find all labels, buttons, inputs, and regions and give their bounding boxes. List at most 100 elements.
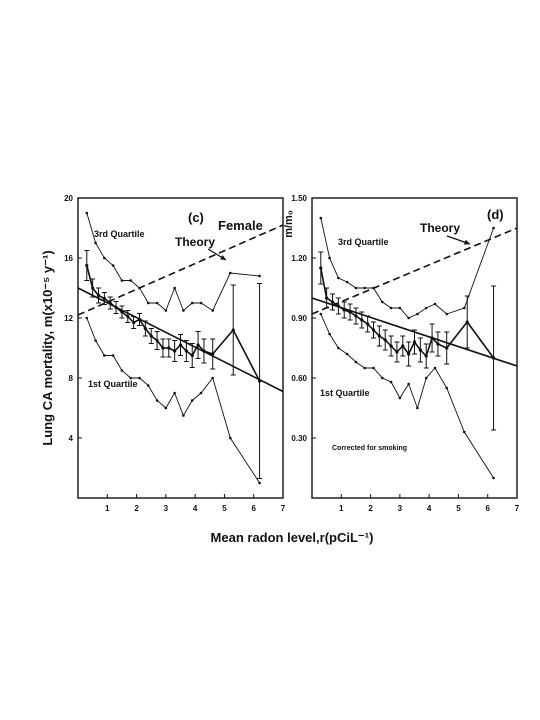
panel-c-upper-quartile-point xyxy=(85,211,89,215)
panel-c-mean-point xyxy=(91,286,95,290)
panel-d-upper-quartile-point xyxy=(345,280,349,284)
panel-d-mean-point xyxy=(389,344,393,348)
panel-d-theory-line xyxy=(312,227,517,315)
panel-d-theory-arrow xyxy=(446,235,471,245)
panel-d-lower-quartile-point xyxy=(492,476,495,480)
panel-d-y-tick-label: 0.30 xyxy=(291,434,307,443)
panel-d-y-axis-label: m/m₀ xyxy=(283,210,295,238)
panel-c-mean-point xyxy=(178,343,183,347)
panel-c-mean-point xyxy=(143,326,147,331)
panel-d-lower-quartile-point xyxy=(433,366,437,370)
panel-d-lower-quartile-point xyxy=(424,376,428,380)
panel-d-lower-quartile-point xyxy=(345,352,349,356)
panel-d-upper-quartile-point xyxy=(416,312,419,316)
panel-c-lower-quartile-point xyxy=(190,399,194,402)
panel-c-upper-quartile-point xyxy=(164,309,168,312)
panel-c-upper-quartile-label: 3rd Quartile xyxy=(94,229,145,239)
panel-c-lower-quartile-point xyxy=(85,316,89,320)
panel-c-lower-quartile-point xyxy=(155,399,159,402)
panel-c-mean-point xyxy=(155,338,159,343)
panel-d-lower-quartile-point xyxy=(389,380,393,384)
panel-c-mean-point xyxy=(96,293,101,298)
panel-c-fit-line xyxy=(78,287,283,393)
panel-d-lower-quartile-point xyxy=(363,366,367,370)
panel-d-mean-point xyxy=(465,320,469,324)
panel-c-upper-quartile-point xyxy=(120,279,124,282)
panel-c-tag: (c) xyxy=(188,210,204,225)
panel-d-y-tick-label: 0.90 xyxy=(291,314,307,323)
panel-d-upper-quartile-point xyxy=(462,306,466,310)
panel-d-lower-quartile-point xyxy=(380,376,384,380)
panel-c-upper-quartile-point xyxy=(211,309,215,312)
panel-c-lower-quartile-point xyxy=(103,354,106,357)
panel-c-x-tick-label: 5 xyxy=(222,504,227,513)
panel-d-lower-quartile-point xyxy=(407,382,410,386)
panel-c-y-axis-label: Lung CA mortality, m(x10⁻⁵ y⁻¹) xyxy=(40,250,55,445)
panel-d-mean-point xyxy=(407,352,411,356)
panel-d-upper-quartile-point xyxy=(337,276,340,280)
panel-c-lower-quartile-point xyxy=(182,414,185,417)
panel-d-upper-quartile-point xyxy=(433,302,437,306)
panel-d-lower-quartile-point xyxy=(328,332,331,336)
panel-c-y-tick-label: 12 xyxy=(64,314,73,323)
panel-c-frame xyxy=(77,197,284,499)
panel-c-mean-point xyxy=(173,349,177,353)
panel-d-ticks: 1 2 3 4 5 6 7 0.30 0.60 0.90 1.20 1.50 xyxy=(291,194,519,513)
panel-c-x-tick-label: 7 xyxy=(281,504,286,513)
panel-d-upper-quartile-label: 3rd Quartile xyxy=(338,237,389,247)
panel-d-lower-quartile-point xyxy=(462,430,466,434)
panel-d-theory-label: Theory xyxy=(420,221,460,235)
panel-c-upper-quartile-point xyxy=(155,301,159,305)
panel-c-x-tick-label: 3 xyxy=(164,504,169,513)
panel-d-x-tick-label: 3 xyxy=(398,504,403,513)
panel-d-y-tick-label: 1.20 xyxy=(291,254,307,263)
panel-c-x-tick-label: 6 xyxy=(251,504,256,513)
panel-c-mean-point xyxy=(231,328,235,332)
panel-c-y-tick-label: 20 xyxy=(64,194,73,203)
panel-d-y-tick-label: 0.60 xyxy=(291,374,307,383)
panel-d-x-tick-label: 5 xyxy=(456,504,461,513)
panel-c-theory-arrow xyxy=(207,248,227,261)
panel-d-upper-quartile-point xyxy=(328,256,331,260)
panel-d-x-tick-label: 7 xyxy=(515,504,520,513)
panel-c-upper-quartile-point xyxy=(190,301,194,305)
panel-d-x-tick-label: 2 xyxy=(368,504,373,513)
panel-d-mean-point xyxy=(319,266,323,270)
panel-c-female-label: Female xyxy=(218,218,263,233)
panel-d-note: Corrected for smoking xyxy=(332,445,407,452)
panel-d-upper-quartile-point xyxy=(492,226,495,230)
panel-d-lower-quartile-point xyxy=(319,312,323,316)
panel-c-upper-quartile-point xyxy=(199,301,203,305)
panel-c-upper-quartile-point xyxy=(182,309,185,312)
panel-d-x-tick-label: 4 xyxy=(427,504,432,513)
panel-d-frame xyxy=(311,197,518,499)
panel-d-lower-quartile-label: 1st Quartile xyxy=(320,388,370,398)
panel-d-mean-point xyxy=(395,350,399,354)
panel-d-mean-point xyxy=(436,342,440,346)
panel-d-fit-line xyxy=(312,297,517,367)
panel-c-upper-quartile-point xyxy=(94,241,97,245)
panel-c-theory-label: Theory xyxy=(175,235,215,249)
panel-d-mean-point xyxy=(325,296,329,300)
panel-d-upper-quartile-point xyxy=(363,286,367,290)
panel-d-upper-quartile-point xyxy=(389,306,393,310)
panel-c-lower-quartile-point xyxy=(111,354,115,357)
panel-c-lower-quartile-point xyxy=(138,376,141,380)
panel-c-lower-quartile-point xyxy=(173,391,176,395)
panel-c-lower-quartile-point xyxy=(120,369,124,372)
panel-c-x-tick-label: 4 xyxy=(193,504,198,513)
panel-c-mean-point xyxy=(102,296,106,301)
panel-d-mean-point xyxy=(412,340,417,344)
panel-d-mean-point xyxy=(330,300,335,304)
panel-d-upper-quartile-point xyxy=(407,316,410,320)
panel-d-marks xyxy=(312,216,517,480)
panel-c-upper-quartile-point xyxy=(146,301,150,305)
panel-d-mean-point xyxy=(354,314,358,318)
panel-d-upper-quartile-point xyxy=(398,306,402,310)
panel-c-upper-quartile-point xyxy=(258,274,261,278)
panel-c-marks xyxy=(78,211,283,485)
panel-d-mean-point xyxy=(418,348,422,352)
panel-d-lower-quartile-point xyxy=(354,360,358,364)
